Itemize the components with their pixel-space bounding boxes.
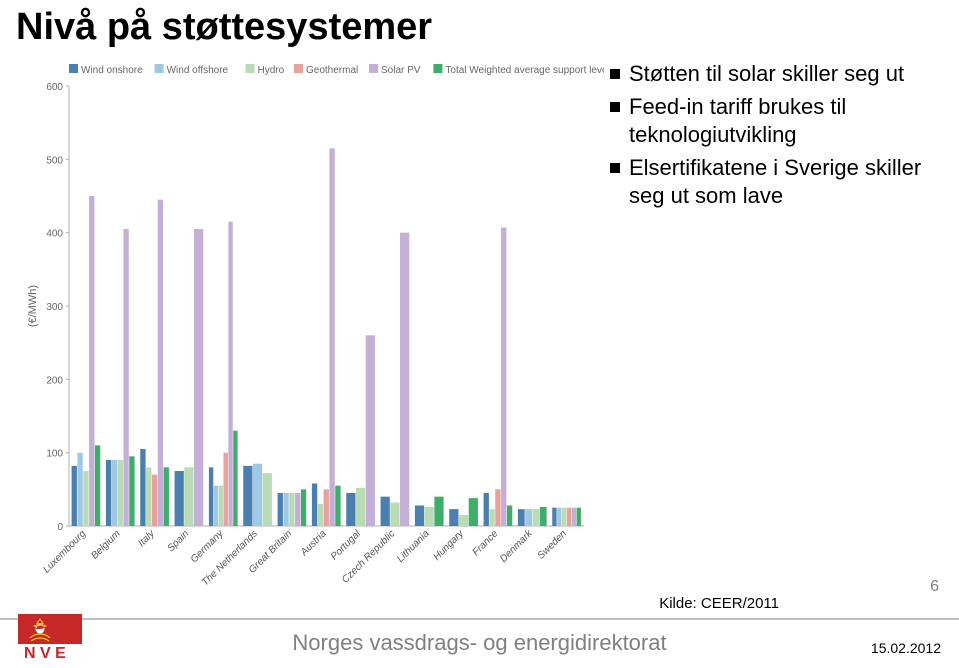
svg-text:100: 100 [46, 449, 63, 460]
bullet-text: Elsertifikatene i Sverige skiller seg ut… [629, 154, 940, 211]
chart-source: Kilde: CEER/2011 [659, 595, 779, 612]
svg-text:400: 400 [46, 229, 63, 240]
footer: Norges vassdrags- og energidirektorat 15… [0, 618, 959, 668]
svg-text:France: France [471, 528, 501, 558]
svg-text:Portugal: Portugal [329, 528, 364, 563]
svg-text:Luxembourg: Luxembourg [41, 528, 88, 575]
bar-chart: Wind onshore Wind offshore Hydro Geothermal… [24, 56, 604, 616]
bullet-item: Feed-in tariff brukes til teknologiutvik… [610, 93, 940, 150]
svg-text:Italy: Italy [136, 528, 157, 549]
svg-text:Wind offshore: Wind offshore [167, 65, 229, 76]
page-number: 6 [930, 578, 939, 596]
svg-text:Total Weighted average support: Total Weighted average support level [445, 65, 604, 76]
bullet-marker [610, 69, 620, 79]
bullet-list: Støtten til solar skiller seg ut Feed-in… [610, 60, 940, 215]
svg-text:500: 500 [46, 155, 63, 166]
svg-text:Lithuania: Lithuania [395, 528, 432, 565]
svg-text:N V E: N V E [24, 645, 66, 660]
svg-text:600: 600 [46, 82, 63, 93]
svg-text:Austria: Austria [298, 528, 329, 559]
svg-text:(€/MWh): (€/MWh) [27, 285, 39, 327]
svg-text:Wind onshore: Wind onshore [81, 65, 143, 76]
svg-text:Denmark: Denmark [498, 528, 535, 565]
bullet-item: Støtten til solar skiller seg ut [610, 60, 940, 89]
svg-text:Hungary: Hungary [431, 528, 466, 563]
svg-text:Spain: Spain [165, 528, 191, 554]
nve-logo: N V E [18, 614, 82, 660]
svg-text:0: 0 [57, 522, 63, 533]
svg-text:200: 200 [46, 375, 63, 386]
svg-text:Solar PV: Solar PV [381, 65, 421, 76]
svg-text:Geothermal: Geothermal [306, 65, 358, 76]
footer-divider [0, 618, 959, 620]
bullet-text: Feed-in tariff brukes til teknologiutvik… [629, 93, 940, 150]
slide-title: Nivå på støttesystemer [16, 6, 432, 49]
bullet-text: Støtten til solar skiller seg ut [629, 60, 904, 89]
bullet-marker [610, 102, 620, 112]
svg-text:300: 300 [46, 302, 63, 313]
footer-date: 15.02.2012 [871, 640, 941, 656]
footer-org: Norges vassdrags- og energidirektorat [292, 630, 666, 656]
bullet-item: Elsertifikatene i Sverige skiller seg ut… [610, 154, 940, 211]
svg-text:Sweden: Sweden [536, 528, 570, 562]
svg-text:Belgium: Belgium [89, 528, 122, 561]
bullet-marker [610, 163, 620, 173]
svg-text:Hydro: Hydro [258, 65, 285, 76]
